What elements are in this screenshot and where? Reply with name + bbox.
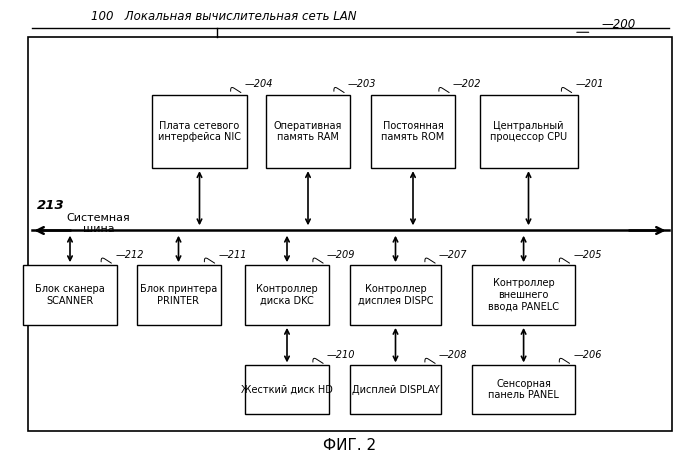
Text: —205: —205 [573, 249, 602, 260]
Text: Блок принтера
PRINTER: Блок принтера PRINTER [140, 284, 217, 306]
Bar [371, 95, 455, 168]
Text: —203: —203 [348, 79, 377, 89]
Bar [350, 265, 441, 325]
Bar [245, 365, 329, 414]
Text: —206: —206 [573, 350, 602, 360]
Text: —200: —200 [602, 18, 636, 31]
Text: Контроллер
внешнего
ввода PANELC: Контроллер внешнего ввода PANELC [488, 278, 559, 312]
Bar [152, 95, 246, 168]
Bar [22, 265, 118, 325]
Text: —207: —207 [439, 249, 468, 260]
Text: —209: —209 [327, 249, 356, 260]
Text: —202: —202 [453, 79, 482, 89]
Bar [266, 95, 350, 168]
Text: Сенсорная
панель PANEL: Сенсорная панель PANEL [488, 379, 559, 400]
Text: 213: 213 [36, 199, 64, 212]
Text: Жесткий диск HD: Жесткий диск HD [241, 384, 333, 395]
Text: 100   Локальная вычислительная сеть LAN: 100 Локальная вычислительная сеть LAN [91, 10, 356, 23]
Bar [472, 365, 575, 414]
Bar [350, 365, 441, 414]
Bar [245, 265, 329, 325]
Text: Постоянная
память ROM: Постоянная память ROM [382, 121, 444, 142]
Text: Системная
шина: Системная шина [66, 213, 130, 234]
Text: —201: —201 [575, 79, 604, 89]
Bar [472, 265, 575, 325]
Text: —211: —211 [218, 249, 247, 260]
Bar [480, 95, 578, 168]
Text: —208: —208 [439, 350, 468, 360]
Text: Оперативная
память RAM: Оперативная память RAM [274, 121, 342, 142]
Text: Блок сканера
SCANNER: Блок сканера SCANNER [35, 284, 105, 306]
Bar [28, 37, 672, 431]
Text: —204: —204 [245, 79, 273, 89]
Text: —210: —210 [327, 350, 356, 360]
Text: Контроллер
диска DKC: Контроллер диска DKC [256, 284, 318, 306]
Text: ФИГ. 2: ФИГ. 2 [323, 437, 377, 453]
Text: Плата сетевого
интерфейса NIC: Плата сетевого интерфейса NIC [158, 121, 241, 142]
Text: Дисплей DISPLAY: Дисплей DISPLAY [351, 384, 440, 395]
Bar [136, 265, 220, 325]
Text: Контроллер
дисплея DISPC: Контроллер дисплея DISPC [358, 284, 433, 306]
Text: Центральный
процессор CPU: Центральный процессор CPU [490, 121, 567, 142]
Text: —212: —212 [115, 249, 144, 260]
